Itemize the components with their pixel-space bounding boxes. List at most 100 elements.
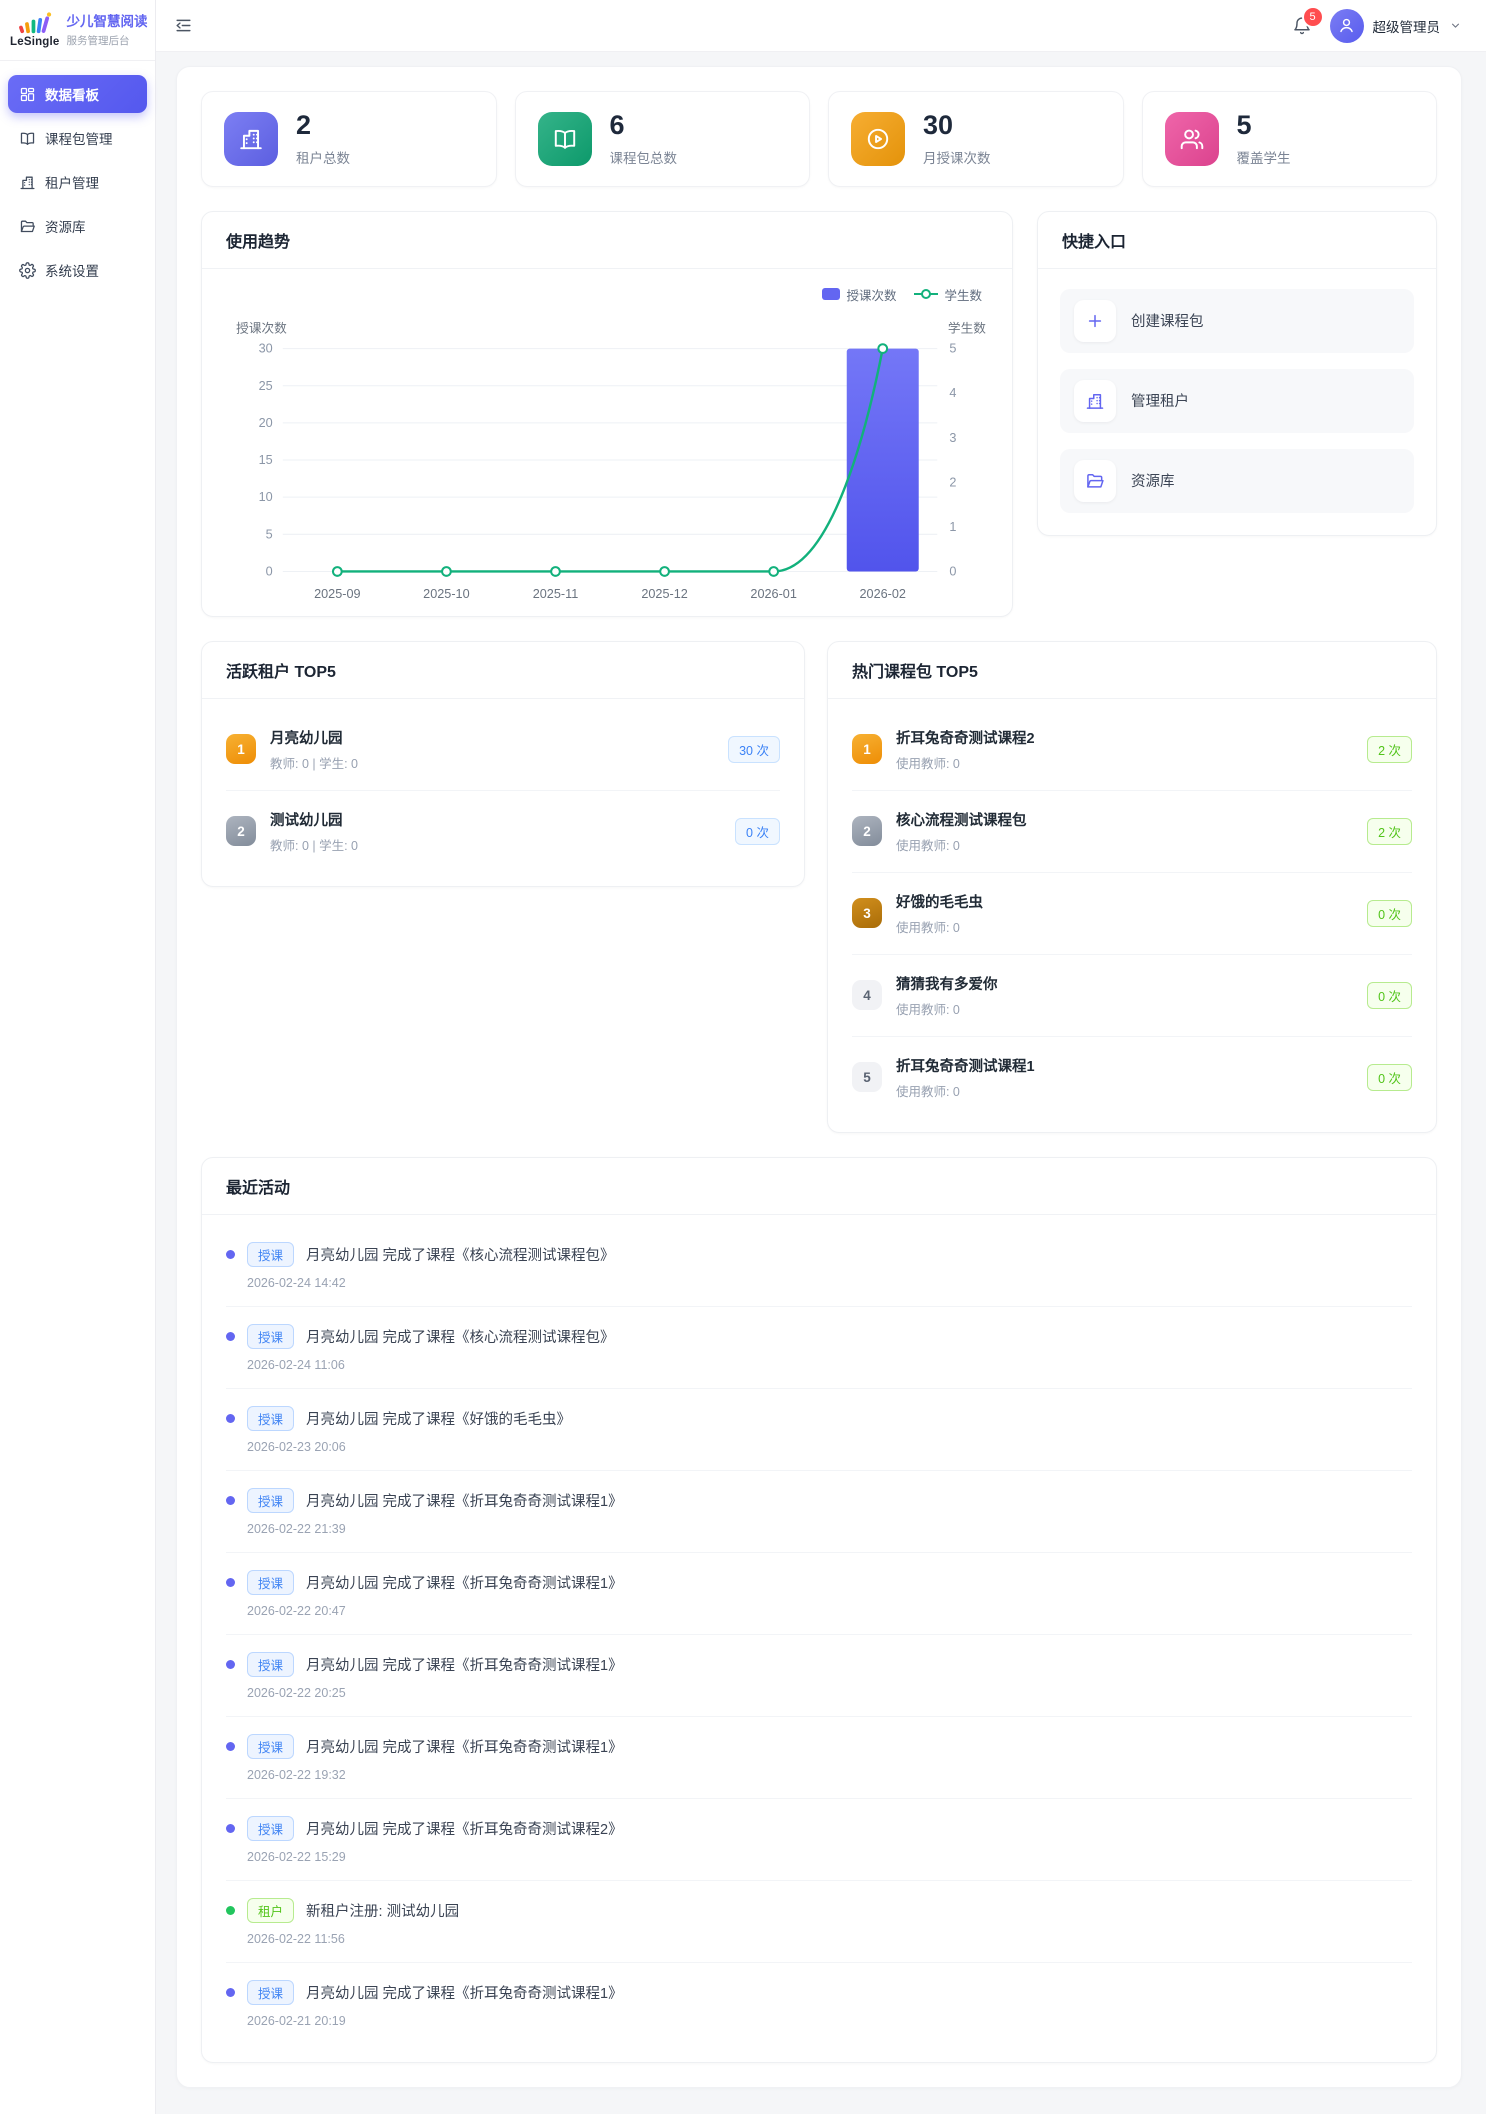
activity-item: 授课 月亮幼儿园 完成了课程《折耳兔奇奇测试课程1》 2026-02-22 19:3… <box>226 1717 1412 1799</box>
activity-dot-icon <box>226 1331 235 1341</box>
y-axis-tick-left: 25 <box>259 378 273 392</box>
list-item: 2 测试幼儿园 教师: 0 | 学生: 0 0 次 <box>226 791 780 872</box>
rank-badge: 2 <box>851 816 882 847</box>
gear-icon <box>19 261 36 279</box>
usage-count-badge: 2 次 <box>1367 817 1412 845</box>
folder-icon <box>20 220 35 232</box>
list-item: 5 折耳兔奇奇测试课程1 使用教师: 0 0 次 <box>851 1037 1412 1118</box>
activity-item: 授课 月亮幼儿园 完成了课程《核心流程测试课程包》 2026-02-24 14:42 <box>226 1225 1412 1307</box>
quick-entry-manage-tenants[interactable]: 管理租户 <box>1060 368 1414 433</box>
user-menu[interactable]: 超级管理员 <box>1329 8 1463 43</box>
sidebar-item-course-packages[interactable]: 课程包管理 <box>8 119 147 157</box>
stat-label: 课程包总数 <box>609 150 678 166</box>
rank-badge: 2 <box>226 816 256 847</box>
activity-item: 授课 月亮幼儿园 完成了课程《折耳兔奇奇测试课程1》 2026-02-21 20:1… <box>226 1963 1412 2044</box>
activity-type-tag: 租户 <box>247 1897 295 1923</box>
item-meta: 教师: 0 | 学生: 0 <box>270 756 358 771</box>
quick-entry-label: 管理租户 <box>1131 394 1189 411</box>
sidebar-item-label: 系统设置 <box>45 264 99 279</box>
usage-count-badge: 0 次 <box>735 817 780 845</box>
x-axis-tick: 2025-10 <box>423 586 469 600</box>
rank-badge: 1 <box>851 734 882 765</box>
stat-texts: 2 租户总数 <box>296 110 350 167</box>
rank-badge: 5 <box>851 1062 882 1093</box>
activity-type-tag: 授课 <box>247 1815 295 1841</box>
activity-timestamp: 2026-02-22 20:47 <box>247 1603 346 1618</box>
activity-item: 授课 月亮幼儿园 完成了课程《折耳兔奇奇测试课程1》 2026-02-22 20:2… <box>226 1635 1412 1717</box>
usage-trend-body: 授课次数 学生数 0 5 10 15 20 25 30 0 1 2 3 4 5 授课次数 学生数 2025-09… <box>202 269 1012 616</box>
quick-entry-icon-tile <box>1074 379 1116 422</box>
line-marker-icon <box>441 565 452 577</box>
rank-badge: 4 <box>851 980 882 1011</box>
stat-texts: 30 月授课次数 <box>923 110 991 167</box>
item-name: 测试幼儿园 <box>270 812 343 829</box>
recent-activity-card: 最近活动 授课 月亮幼儿园 完成了课程《核心流程测试课程包》 2026-02-24 … <box>201 1156 1437 2063</box>
activity-type-tag: 授课 <box>247 1405 295 1431</box>
list-item: 1 月亮幼儿园 教师: 0 | 学生: 0 30 次 <box>226 709 780 791</box>
y-axis-tick-right: 3 <box>949 430 956 444</box>
building-icon <box>1086 393 1104 409</box>
sidebar-item-resources[interactable]: 资源库 <box>8 207 147 245</box>
y-axis-tick-right: 5 <box>949 341 956 355</box>
activity-row: 授课 月亮幼儿园 完成了课程《折耳兔奇奇测试课程2》 <box>226 1815 1412 1841</box>
line-students <box>337 348 884 573</box>
quick-entry-create-package[interactable]: 创建课程包 <box>1060 288 1414 353</box>
collapse-sidebar-button[interactable] <box>174 16 193 35</box>
stat-card-students: 5 覆盖学生 <box>1141 91 1437 187</box>
activity-text: 月亮幼儿园 完成了课程《核心流程测试课程包》 <box>306 1329 615 1346</box>
list-item: 4 猜猜我有多爱你 使用教师: 0 0 次 <box>851 955 1412 1037</box>
sidebar-menu: 数据看板课程包管理租户管理资源库系统设置 <box>0 61 155 303</box>
sidebar-item-dashboard[interactable]: 数据看板 <box>8 75 147 113</box>
usage-trend-title: 使用趋势 <box>202 212 1012 269</box>
sidebar-item-tenants[interactable]: 租户管理 <box>8 163 147 201</box>
item-info: 月亮幼儿园 教师: 0 | 学生: 0 <box>270 727 714 772</box>
legend-item-bar[interactable]: 授课次数 <box>822 285 896 304</box>
rank-badge: 1 <box>226 734 256 765</box>
recent-activity-title: 最近活动 <box>202 1158 1436 1215</box>
activity-item: 授课 月亮幼儿园 完成了课程《核心流程测试课程包》 2026-02-24 11:06 <box>226 1307 1412 1389</box>
activity-timestamp: 2026-02-22 15:29 <box>247 1849 346 1864</box>
x-axis-tick: 2025-11 <box>533 586 579 600</box>
hot-packages-card: 热门课程包 TOP5 1 折耳兔奇奇测试课程2 使用教师: 0 2 次 2 核心流程测试课… <box>826 640 1437 1133</box>
activity-timestamp: 2026-02-24 11:06 <box>247 1357 345 1372</box>
left-axis-label: 授课次数 <box>236 321 287 335</box>
item-meta: 使用教师: 0 <box>895 838 960 853</box>
item-info: 测试幼儿园 教师: 0 | 学生: 0 <box>270 809 721 854</box>
quick-entry-resource-library[interactable]: 资源库 <box>1060 448 1414 513</box>
activity-timestamp: 2026-02-24 14:42 <box>247 1275 346 1290</box>
activity-row: 授课 月亮幼儿园 完成了课程《核心流程测试课程包》 <box>226 1241 1412 1267</box>
y-axis-tick-left: 10 <box>259 490 273 504</box>
usage-count-badge: 0 次 <box>1367 899 1412 927</box>
activity-row: 授课 月亮幼儿园 完成了课程《折耳兔奇奇测试课程1》 <box>226 1651 1412 1677</box>
sidebar-item-settings[interactable]: 系统设置 <box>8 251 147 289</box>
brand-name: LeSingle <box>10 35 60 48</box>
quick-entry-label: 资源库 <box>1131 474 1175 491</box>
charts-row: 使用趋势 授课次数 学生数 0 5 10 15 20 25 30 0 1 2 3 4 5 授课次数 学生数 20… <box>201 210 1437 617</box>
activity-item: 授课 月亮幼儿园 完成了课程《折耳兔奇奇测试课程2》 2026-02-22 15:2… <box>226 1799 1412 1881</box>
quick-entry-icon-tile <box>1074 299 1116 342</box>
item-info: 核心流程测试课程包 使用教师: 0 <box>896 809 1353 854</box>
bar-teaching-sessions <box>846 348 919 572</box>
stat-icon-tile <box>537 111 592 166</box>
menu-fold-icon <box>176 19 191 32</box>
item-info: 折耳兔奇奇测试课程2 使用教师: 0 <box>896 727 1353 772</box>
right-axis-label: 学生数 <box>948 320 986 335</box>
book-icon <box>554 129 575 149</box>
play-icon <box>867 128 889 150</box>
activity-text: 月亮幼儿园 完成了课程《核心流程测试课程包》 <box>306 1247 615 1264</box>
rank-badge: 3 <box>851 898 882 929</box>
y-axis-tick-left: 5 <box>266 527 273 541</box>
legend-item-line[interactable]: 学生数 <box>914 285 982 304</box>
line-marker-icon <box>877 342 889 354</box>
activity-text: 月亮幼儿园 完成了课程《折耳兔奇奇测试课程1》 <box>306 1657 623 1674</box>
activity-item: 授课 月亮幼儿园 完成了课程《好饿的毛毛虫》 2026-02-23 20:06 <box>226 1389 1412 1471</box>
logo: LeSingle 少儿智慧阅读 服务管理后台 <box>0 0 155 61</box>
notifications-button[interactable]: 5 <box>1292 7 1322 36</box>
top5-row: 活跃租户 TOP5 1 月亮幼儿园 教师: 0 | 学生: 0 30 次 2 测试幼儿园教… <box>201 640 1437 1133</box>
activity-timestamp: 2026-02-22 20:25 <box>247 1685 346 1700</box>
sidebar: LeSingle 少儿智慧阅读 服务管理后台 数据看板课程包管理租户管理资源库系… <box>0 0 156 2114</box>
activity-dot-icon <box>226 1249 235 1259</box>
quick-entry-card: 快捷入口 创建课程包 管理租户 资源库 <box>1037 210 1437 536</box>
